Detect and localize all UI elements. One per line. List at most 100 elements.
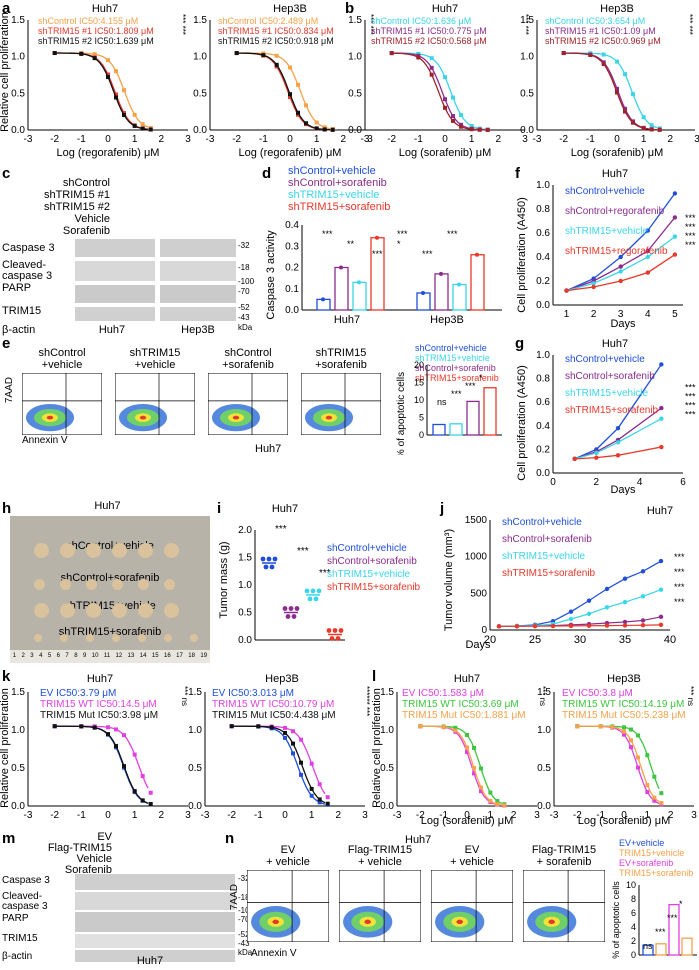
sig-mark: ns [686, 697, 695, 707]
panel-label-c: c [2, 165, 11, 182]
panel_b-point [615, 86, 619, 91]
panel_l-point [622, 732, 626, 737]
a-right-sig: *** *** [366, 14, 375, 35]
c-size: -100 [238, 277, 255, 286]
c-blot-labels: Caspase 3 Cleaved- caspase 3 PARP TRIM15… [2, 243, 72, 336]
d-legend-item: shControl+vehicle [288, 165, 376, 177]
panel_a-xtick: 1 [132, 134, 138, 145]
j-ytick: 1000 [465, 552, 488, 563]
g-svg-ytick: 0.2 [536, 444, 550, 455]
i-sig: *** [275, 524, 287, 535]
panel_k-point [317, 797, 322, 802]
b-right-legend-item: shControl IC50:3.654 μM [545, 16, 646, 26]
panel_b-point [389, 51, 394, 56]
panel_k-ytick: 1.0 [11, 725, 25, 736]
panel_l-point [441, 724, 446, 729]
h-ruler-tick: 16 [164, 653, 171, 659]
m-blot-strip [75, 892, 235, 910]
j-point [640, 623, 646, 628]
panel_a-point [92, 56, 97, 61]
j-sig: *** [674, 597, 685, 607]
panel_b-point [477, 127, 482, 132]
sig-mark: ns [538, 697, 547, 707]
d-point [375, 235, 379, 240]
panel-i: i Huh7 Tumor mass (g) 0.0 0.5 1.0 1.5 2.0 ***… [215, 500, 445, 665]
g-legend: shControl+vehicle shControl+sorafenib sh… [565, 353, 658, 417]
c-size-markers: -32 -18 -100 -70 -52 -43 kDa [238, 241, 254, 333]
panel_k-point [299, 760, 303, 765]
panel_k-point [106, 732, 110, 737]
panel_b-xtick: 0 [614, 134, 620, 145]
j-xtick: 40 [664, 634, 676, 646]
l-right-legend: EV IC50:3.8 μM TRIM15 WT IC50:14.19 μM T… [562, 688, 686, 721]
n-plot: Flag-TRIM15 + sorafenib [522, 844, 606, 947]
c-footer-hep3b: Hep3B [181, 324, 215, 335]
h-ruler-tick: 12 [115, 653, 123, 659]
f-svg-ytick: 0.6 [536, 228, 550, 239]
panel_b-point [623, 109, 627, 114]
e-bar-sig: * [479, 373, 483, 383]
panel_a-ytick: 0.0 [193, 125, 207, 136]
m-blot-label: Caspase 3 [2, 875, 50, 886]
n-plot: Flag-TRIM15 + vehicle [338, 844, 422, 947]
i-point [313, 596, 319, 602]
e-bar-ytick: 5 [419, 413, 424, 423]
j-point [568, 616, 574, 622]
g-svg-xtick: 2 [594, 477, 600, 488]
m-blots: Huh7 [75, 874, 235, 967]
m-blot-label: TRIM15 [2, 933, 38, 944]
panel_l-xtick: -1 [596, 810, 605, 821]
n-title: Huh7 [405, 834, 432, 846]
k-left-legend-item: TRIM15 Mut IC50:3.98 μM [40, 710, 159, 721]
panel_l-xtick: 3 [534, 810, 540, 821]
j-point [622, 576, 628, 581]
a-left-legend: shControl IC50:4.155 μM shTRIM15 #1 IC50… [38, 16, 154, 46]
panel_a-point [274, 53, 279, 58]
panel_l-point [465, 732, 469, 737]
i-ylabel: Tumor mass (g) [218, 541, 230, 618]
g-svg-point [659, 416, 664, 421]
c-blot-strip [75, 239, 155, 257]
panel_a-xtick: 2 [341, 134, 347, 145]
panel_k-point [325, 795, 330, 800]
sig-mark: *** [178, 25, 187, 35]
panel_a-xtick: 2 [159, 134, 165, 145]
panel_l-point [479, 789, 483, 794]
h-ruler-tick: 1 [12, 653, 17, 659]
h-tumor [112, 543, 127, 558]
b-right-sig: *** *** [685, 14, 694, 35]
panel_a-point [114, 92, 118, 97]
f-svg-xtick: 4 [645, 309, 651, 320]
f-svg-point [591, 284, 596, 290]
sig-mark: ns [180, 697, 189, 707]
k-right-legend-item: TRIM15 Mut IC50:4.438 μM [212, 710, 336, 721]
panel_l-point [453, 725, 458, 730]
panel_b-point [631, 120, 635, 125]
f-svg-sig: *** [685, 240, 696, 250]
e-bar-sig: *** [465, 381, 476, 391]
h-tumor [34, 543, 49, 558]
n-legend-item: EV+sorafenib [619, 858, 674, 868]
h-tumor-photo: shControl+vehicle shControl+sorafenib sh… [10, 516, 210, 663]
e-density-core [232, 415, 240, 420]
panel_a-point [140, 126, 145, 131]
c-row-labels: shControl shTRIM15 #1 shTRIM15 #2 Vehicl… [10, 177, 110, 237]
i-point [269, 564, 275, 570]
panel_a-point [148, 127, 153, 132]
panel_b-xtick: 0 [442, 134, 448, 145]
n-bar [642, 944, 654, 956]
a-left-sig: *** *** [178, 14, 187, 35]
m-row-label: Flag-TRIM15 [47, 842, 112, 854]
b-left-xlabel: Log (sorafenib) μM [399, 147, 492, 159]
n-legend-item: TRIM15+sorafenib [619, 868, 694, 878]
n-bar-ylabel: % of apoptotic cells [611, 881, 621, 959]
panel_b-point [641, 126, 646, 131]
i-point [316, 588, 322, 594]
panel_b-ytick: 0.5 [348, 88, 362, 99]
panel_l-ytick: 0.0 [380, 801, 394, 812]
i-point [291, 614, 297, 619]
f-legend-item: shControl+vehicle [565, 186, 645, 197]
g-svg-point [659, 405, 664, 411]
f-ylabel: Cell proliferation (A450) [516, 197, 528, 313]
panel_l-point [629, 745, 633, 750]
